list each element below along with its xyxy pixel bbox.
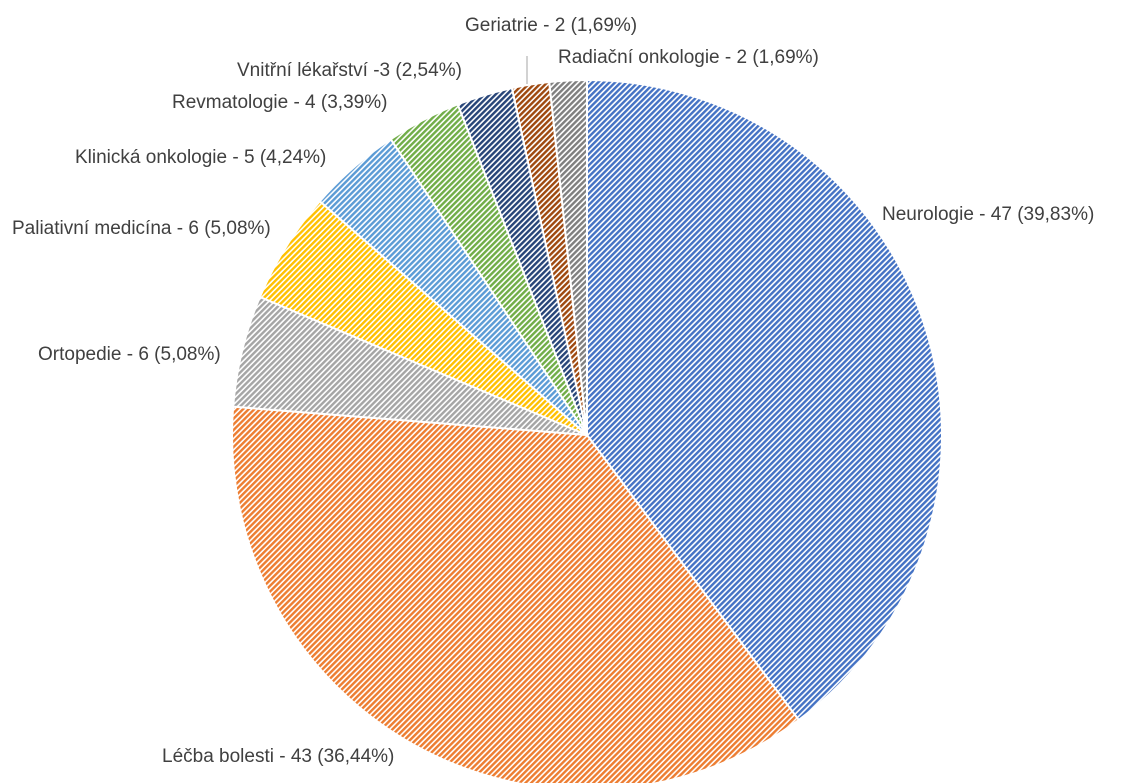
- pie-slice: [231, 405, 801, 783]
- data-label: Paliativní medicína - 6 (5,08%): [12, 218, 271, 239]
- pie-slice: [586, 78, 943, 722]
- data-label: Geriatrie - 2 (1,69%): [465, 15, 637, 36]
- data-label: Vnitřní lékařství -3 (2,54%): [237, 60, 462, 81]
- data-label: Revmatologie - 4 (3,39%): [172, 92, 387, 113]
- data-label: Ortopedie - 6 (5,08%): [38, 344, 221, 365]
- pie-slice: [548, 78, 588, 436]
- data-label: Radiační onkologie - 2 (1,69%): [558, 47, 819, 68]
- data-label: Léčba bolesti - 43 (36,44%): [162, 746, 394, 767]
- data-label: Neurologie - 47 (39,83%): [882, 204, 1094, 225]
- data-label: Klinická onkologie - 5 (4,24%): [75, 147, 326, 168]
